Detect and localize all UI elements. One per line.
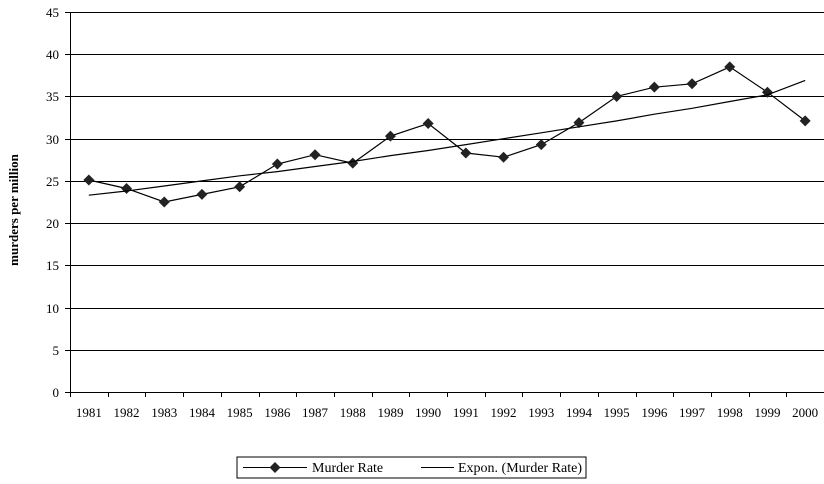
murder-rate-line [88,66,806,203]
x-tick-label: 1989 [377,405,403,420]
x-tick-label: 1987 [302,405,329,420]
x-tick-label: 2000 [792,405,818,420]
data-point [611,90,623,102]
x-tick-label: 1997 [679,405,706,420]
data-point [384,130,396,142]
y-tick-label: 0 [53,385,60,400]
y-tick-label: 20 [46,216,59,231]
x-tick-label: 1993 [528,405,554,420]
gridlines [65,12,824,393]
x-tick-label: 1984 [189,405,216,420]
x-tick-label: 1999 [754,405,780,420]
y-tick-label: 25 [46,174,59,189]
x-tick-label: 1995 [604,405,630,420]
axes [70,12,824,397]
data-point [422,117,434,129]
data-point [196,188,208,200]
data-point [234,181,246,193]
data-point [158,196,170,208]
x-tick-label: 1991 [453,405,479,420]
legend-murder-rate-label: Murder Rate [312,461,383,476]
data-point [799,115,811,127]
legend-murder-rate-marker [269,462,281,473]
y-tick-label: 10 [46,301,59,316]
data-point [83,174,95,186]
x-tick-label: 1988 [340,405,366,420]
y-tick-labels: 0 5 10 15 20 25 30 35 40 45 [46,5,59,400]
data-point [121,182,133,194]
exponential-trendline [88,79,806,196]
x-tick-label: 1982 [114,405,140,420]
legend-expon-label: Expon. (Murder Rate) [458,461,582,476]
x-tick-labels: 1981 1982 1983 1984 1985 1986 1987 1988 1989 1990… [76,405,818,420]
y-tick-label: 35 [46,89,59,104]
x-tick-label: 1986 [264,405,291,420]
x-tick-label: 1990 [415,405,441,420]
series-layer [83,61,811,208]
data-point [535,139,547,151]
y-tick-label: 40 [46,47,59,62]
data-point [686,78,698,90]
y-axis-title: murders per million [6,153,21,265]
x-tick-label: 1998 [717,405,743,420]
legend: Murder Rate Expon. (Murder Rate) [236,456,587,479]
x-tick-label: 1985 [227,405,253,420]
x-tick-label: 1981 [76,405,102,420]
x-tick-label: 1996 [641,405,668,420]
data-point [724,61,736,73]
y-tick-label: 15 [46,258,59,273]
x-tick-label: 1983 [151,405,177,420]
x-tick-label: 1992 [491,405,517,420]
y-tick-label: 45 [46,5,59,20]
y-tick-label: 5 [53,343,60,358]
x-tick-label: 1994 [566,405,593,420]
data-point [498,151,510,163]
data-point [648,81,660,93]
data-point [573,117,585,129]
y-tick-label: 30 [46,132,59,147]
data-point [309,149,321,161]
data-point [347,157,359,169]
data-point [271,158,283,170]
data-point [460,147,472,159]
legend-box [236,456,587,479]
